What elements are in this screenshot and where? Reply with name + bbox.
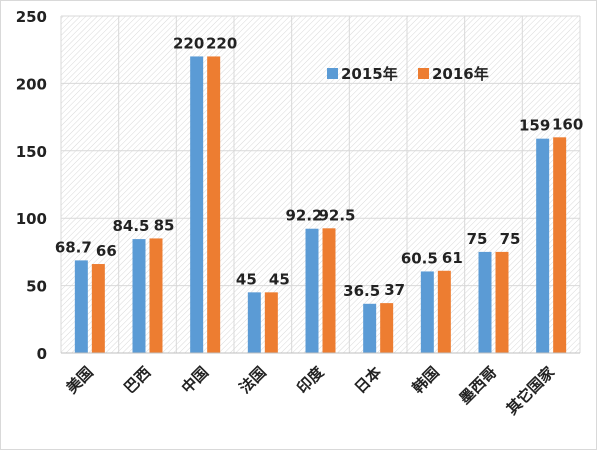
bar-2016: [553, 137, 567, 353]
y-axis-ticks: 0 50 100 150 200 250: [16, 8, 47, 363]
bar-2016: [91, 264, 105, 353]
bar-2016: [264, 292, 278, 353]
data-label: 36.5: [343, 282, 380, 300]
bar-2016: [322, 228, 336, 353]
data-label: 75: [500, 230, 521, 248]
y-tick-label: 0: [37, 345, 47, 363]
data-label: 220: [173, 34, 204, 52]
data-label: 160: [552, 115, 583, 133]
y-tick-label: 150: [16, 143, 47, 161]
y-tick-label: 200: [16, 75, 47, 93]
plot-area: [61, 16, 580, 353]
data-label: 84.5: [112, 217, 149, 235]
data-label: 60.5: [401, 249, 438, 267]
bar-2015: [478, 251, 492, 353]
data-label: 45: [269, 270, 290, 288]
legend: 2015年 2016年: [327, 65, 489, 83]
bar-2015: [74, 260, 88, 353]
bar-2015: [305, 228, 319, 353]
y-tick-label: 250: [16, 8, 47, 26]
y-tick-label: 50: [26, 278, 47, 296]
bar-2015: [536, 138, 550, 353]
bar-2016: [495, 251, 509, 353]
bar-2015: [190, 56, 204, 353]
data-label: 92.5: [318, 206, 355, 224]
data-label: 68.7: [55, 238, 92, 256]
bar-2016: [380, 303, 394, 353]
data-label: 92.2: [285, 207, 322, 225]
bar-2015: [420, 271, 434, 353]
gridlines: [60, 15, 581, 354]
data-labels: 68.7 66 84.5 85 220 220 45 45 92.292.5 36.5 37 60.5…: [55, 34, 583, 299]
data-label: 159: [519, 117, 550, 135]
legend-swatch-2015: [327, 68, 338, 79]
legend-label-2016: 2016年: [432, 65, 489, 83]
y-tick-label: 100: [16, 210, 47, 228]
bar-2016: [149, 238, 163, 353]
data-label: 45: [236, 270, 257, 288]
bar-2015: [132, 239, 146, 353]
data-label: 61: [442, 249, 463, 267]
data-label: 37: [384, 281, 405, 299]
bar-2016: [207, 56, 221, 353]
data-label: 75: [467, 230, 488, 248]
bar-2015: [247, 292, 261, 353]
data-label: 66: [96, 242, 117, 260]
bar-2015: [363, 303, 377, 353]
legend-label-2015: 2015年: [341, 65, 398, 83]
bar-2016: [437, 270, 451, 353]
legend-swatch-2016: [418, 68, 429, 79]
bars: [74, 56, 567, 353]
data-label: 220: [206, 34, 237, 52]
data-label: 85: [154, 216, 175, 234]
